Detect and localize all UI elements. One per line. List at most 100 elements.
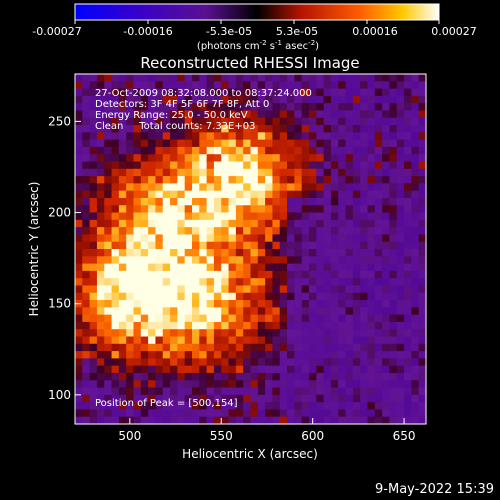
heatmap-cell <box>301 190 310 199</box>
x-tick-label: 650 <box>393 429 416 443</box>
heatmap-cell <box>235 81 244 90</box>
heatmap-cell <box>75 416 83 425</box>
heatmap-cell <box>213 285 222 294</box>
heatmap-cell <box>235 321 244 330</box>
heatmap-cell <box>148 161 157 170</box>
heatmap-cell <box>170 270 178 279</box>
heatmap-cell <box>389 372 398 381</box>
heatmap-cell <box>316 329 325 338</box>
heatmap-cell <box>330 256 339 265</box>
heatmap-cell <box>111 74 120 82</box>
heatmap-cell <box>177 110 186 119</box>
heatmap-cell <box>199 183 208 192</box>
heatmap-cell <box>111 132 120 141</box>
heatmap-cell <box>316 176 325 184</box>
heatmap-cell <box>301 321 310 330</box>
heatmap-cell <box>235 263 244 272</box>
heatmap-cell <box>294 95 303 104</box>
heatmap-cell <box>250 314 259 323</box>
heatmap-cell <box>404 256 412 265</box>
heatmap-cell <box>111 139 120 148</box>
heatmap-cell <box>316 125 325 133</box>
heatmap-cell <box>360 161 369 170</box>
heatmap-cell <box>301 343 310 352</box>
heatmap-cell <box>323 402 332 411</box>
heatmap-cell <box>294 329 303 338</box>
heatmap-cell <box>418 74 427 82</box>
heatmap-cell <box>155 285 164 294</box>
heatmap-cell <box>301 227 310 236</box>
heatmap-cell <box>155 146 164 155</box>
heatmap-cell <box>177 146 186 155</box>
heatmap-cell <box>257 190 266 199</box>
heatmap-cell <box>272 227 281 236</box>
heatmap-cell <box>221 365 230 374</box>
heatmap-cell <box>301 125 310 133</box>
heatmap-cell <box>330 387 339 396</box>
heatmap-cell <box>367 336 376 345</box>
heatmap-cell <box>126 394 135 403</box>
heatmap-cell <box>177 168 186 177</box>
heatmap-cell <box>126 81 135 90</box>
heatmap-cell <box>345 343 354 352</box>
heatmap-cell <box>221 241 230 250</box>
heatmap-cell <box>396 212 405 221</box>
heatmap-cell <box>330 212 339 221</box>
heatmap-cell <box>396 270 405 279</box>
heatmap-cell <box>148 139 157 148</box>
heatmap-cell <box>360 234 369 243</box>
heatmap-cell <box>155 365 164 374</box>
heatmap-cell <box>104 380 113 389</box>
heatmap-cell <box>360 285 369 294</box>
heatmap-cell <box>243 183 252 192</box>
heatmap-cell <box>330 321 339 330</box>
heatmap-cell <box>148 263 157 272</box>
heatmap-cell <box>118 139 127 148</box>
heatmap-cell <box>184 358 193 367</box>
heatmap-cell <box>279 416 288 425</box>
heatmap-cell <box>374 336 383 345</box>
heatmap-cell <box>75 409 83 418</box>
heatmap-cell <box>374 183 383 192</box>
heatmap-cell <box>418 234 427 243</box>
heatmap-cell <box>235 88 244 97</box>
heatmap-cell <box>104 409 113 418</box>
heatmap-cell <box>294 183 303 192</box>
heatmap-cell <box>206 146 215 155</box>
heatmap-cell <box>360 249 369 257</box>
heatmap-cell <box>389 263 398 272</box>
heatmap-cell <box>374 103 383 112</box>
heatmap-cell <box>184 234 193 243</box>
heatmap-cell <box>213 95 222 104</box>
heatmap-cell <box>352 343 361 352</box>
heatmap-cell <box>104 132 113 141</box>
heatmap-cell <box>133 314 142 323</box>
heatmap-cell <box>287 241 295 250</box>
heatmap-cell <box>250 380 259 389</box>
heatmap-cell <box>367 95 376 104</box>
heatmap-cell <box>389 234 398 243</box>
heatmap-cell <box>374 307 383 316</box>
heatmap-cell <box>140 343 149 352</box>
heatmap-cell <box>133 285 142 294</box>
heatmap-cell <box>360 176 369 184</box>
heatmap-cell <box>82 409 91 418</box>
heatmap-cell <box>243 74 252 82</box>
heatmap-cell <box>345 241 354 250</box>
heatmap-cell <box>148 95 157 104</box>
heatmap-cell <box>352 103 361 112</box>
heatmap-cell <box>75 190 83 199</box>
heatmap-cell <box>213 358 222 367</box>
heatmap-cell <box>367 88 376 97</box>
heatmap-cell <box>338 241 347 250</box>
heatmap-cell <box>323 307 332 316</box>
heatmap-cell <box>82 336 91 345</box>
heatmap-cell <box>89 219 98 228</box>
heatmap-cell <box>265 365 274 374</box>
heatmap-cell <box>82 351 91 359</box>
heatmap-cell <box>89 95 98 104</box>
heatmap-cell <box>396 278 405 287</box>
heatmap-cell <box>279 212 288 221</box>
heatmap-cell <box>250 212 259 221</box>
heatmap-cell <box>272 132 281 141</box>
